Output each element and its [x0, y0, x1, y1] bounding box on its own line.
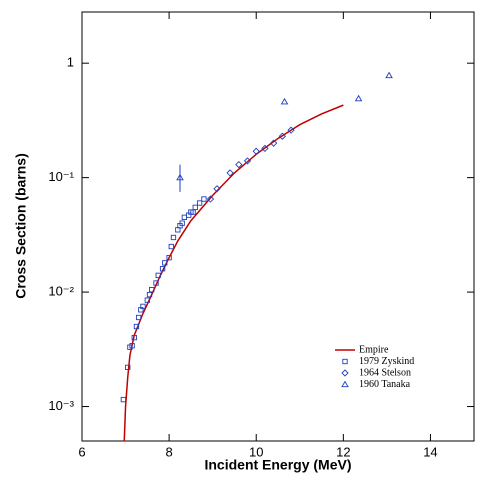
x-tick-label: 8	[165, 444, 172, 459]
diamond-marker	[287, 126, 295, 134]
square-marker	[179, 220, 185, 226]
legend-swatch	[341, 380, 349, 388]
legend-label: Empire	[359, 344, 389, 355]
diamond-marker	[226, 169, 234, 177]
triangle-marker	[176, 173, 184, 181]
square-marker	[170, 234, 177, 241]
legend-label: 1960 Tanaka	[359, 379, 411, 390]
x-tick-label: 10	[249, 444, 263, 459]
square-marker	[166, 254, 172, 261]
y-tick-label: 10⁻²	[48, 284, 74, 299]
square-marker	[144, 297, 150, 303]
legend-label: 1964 Stelson	[359, 367, 411, 378]
x-tick-label: 6	[78, 444, 85, 459]
square-marker	[129, 343, 135, 349]
square-marker	[131, 334, 137, 341]
legend-swatch	[342, 358, 348, 365]
y-tick-label: 10⁻¹	[48, 169, 74, 184]
square-marker	[149, 287, 155, 293]
square-marker	[153, 280, 159, 286]
square-marker	[162, 260, 168, 266]
legend-label: 1979 Zyskind	[359, 356, 414, 367]
diamond-marker	[235, 160, 243, 169]
square-marker	[196, 200, 203, 206]
diamond-marker	[270, 139, 278, 147]
legend-swatch	[341, 369, 349, 377]
square-marker	[192, 204, 198, 211]
square-marker	[135, 314, 142, 321]
diamond-marker	[278, 132, 286, 140]
x-tick-label: 14	[423, 444, 437, 459]
square-marker	[133, 323, 140, 330]
triangle-marker	[280, 97, 289, 105]
x-axis-label: Incident Energy (MeV)	[204, 457, 351, 473]
square-marker	[146, 291, 153, 298]
plot-frame	[81, 11, 475, 442]
triangle-marker	[385, 71, 393, 79]
y-axis-label: Cross Section (barns)	[13, 153, 29, 298]
square-marker	[201, 196, 207, 202]
square-marker	[155, 272, 161, 279]
y-tick-label: 10⁻³	[48, 398, 74, 413]
curve	[123, 104, 344, 442]
square-marker	[120, 396, 127, 403]
x-tick-label: 12	[336, 444, 350, 459]
square-marker	[140, 303, 146, 310]
diamond-marker	[206, 195, 215, 203]
diamond-marker	[213, 185, 221, 193]
diamond-marker	[252, 147, 260, 155]
y-tick-label: 1	[67, 55, 74, 70]
square-marker	[168, 243, 174, 250]
diamond-marker	[243, 157, 252, 165]
square-marker	[181, 214, 188, 220]
diamond-marker	[261, 144, 269, 153]
triangle-marker	[354, 94, 363, 102]
square-marker	[159, 266, 166, 272]
square-marker	[125, 364, 131, 371]
